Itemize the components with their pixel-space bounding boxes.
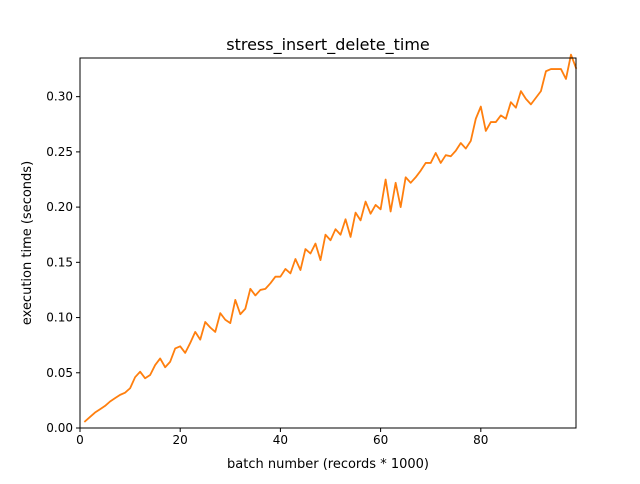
- x-tick-label: 20: [173, 433, 188, 447]
- x-tick-label: 40: [273, 433, 288, 447]
- y-axis-ticks: 0.00 0.05 0.10 0.15 0.20 0.25 0.30: [46, 90, 80, 435]
- x-tick-label: 80: [473, 433, 488, 447]
- y-tick-label: 0.10: [46, 311, 73, 325]
- series-line-0: [83, 53, 578, 423]
- chart-title: stress_insert_delete_time: [226, 35, 430, 55]
- x-axis-label: batch number (records * 1000): [227, 457, 429, 472]
- x-tick-label: 0: [76, 433, 84, 447]
- series-layer: [83, 53, 578, 423]
- y-tick-label: 0.25: [46, 145, 73, 159]
- plot-frame: [79, 57, 577, 429]
- y-tick-label: 0.05: [46, 366, 73, 380]
- y-tick-label: 0.20: [46, 200, 73, 214]
- y-tick-label: 0.30: [46, 90, 73, 104]
- y-tick-label: 0.00: [46, 421, 73, 435]
- x-axis-ticks: 0 20 40 60 80: [76, 428, 488, 447]
- x-tick-label: 60: [373, 433, 388, 447]
- y-axis-label: execution time (seconds): [20, 161, 35, 325]
- y-tick-label: 0.15: [46, 255, 73, 269]
